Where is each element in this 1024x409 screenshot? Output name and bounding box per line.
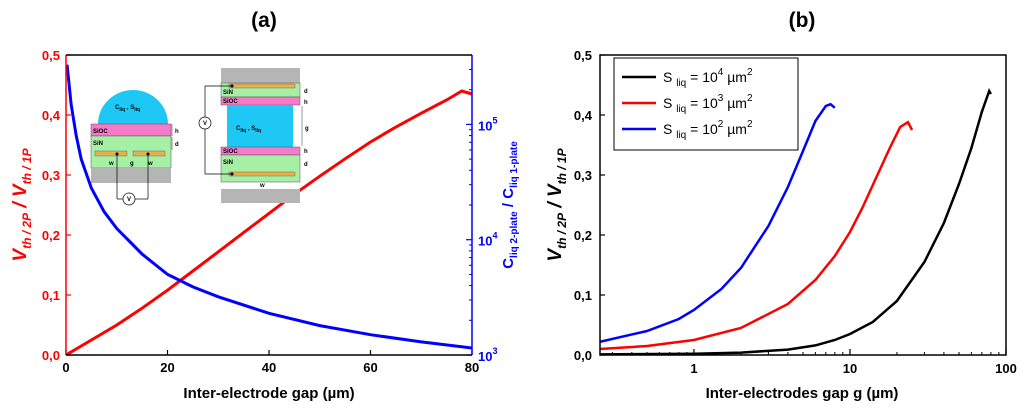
panel-a-label: (a) <box>251 9 277 32</box>
svg-text:h: h <box>304 149 308 155</box>
panel-b-label: (b) <box>789 9 816 32</box>
x-axis-title-b: Inter-electrodes gap g (µm) <box>706 385 899 402</box>
x-tick-label-b: 100 <box>995 361 1017 376</box>
legend-entry: S liq = 104 µm2 <box>663 67 753 89</box>
y-axis-title-b: Vth / 2P / Vth / 1P <box>545 147 569 261</box>
legend-b: S liq = 104 µm2 S liq = 103 µm2 S liq = 10… <box>613 57 799 151</box>
y-tick-label-left-a: 0,3 <box>42 168 60 183</box>
y-tick-label-b: 0,1 <box>574 288 592 303</box>
y-tick-label-b: 0,0 <box>574 348 592 363</box>
legend-entry: S liq = 103 µm2 <box>663 93 753 115</box>
svg-text:SiN: SiN <box>223 90 233 96</box>
series-line-2 <box>600 102 836 344</box>
svg-text:SiOC: SiOC <box>223 149 238 155</box>
y-tick-label-b: 0,4 <box>574 108 593 123</box>
svg-text:Cliq , Sliq: Cliq , Sliq <box>236 126 261 134</box>
x-tick-label-a: 20 <box>160 360 174 375</box>
inset-single-plate-schematic: Cliq , Sliq SiOC SiN h d w g w V <box>90 90 179 206</box>
series-line-ratio-vth <box>66 89 472 355</box>
series-line-3 <box>600 120 914 351</box>
series-line-capacitance-ratio <box>66 64 472 350</box>
x-tick-label-b: 1 <box>690 361 697 376</box>
svg-text:Cliq , Sliq: Cliq , Sliq <box>115 105 140 113</box>
svg-text:d: d <box>304 162 308 168</box>
svg-text:SiN: SiN <box>93 141 103 147</box>
svg-text:g: g <box>305 126 309 132</box>
y-tick-label-b: 0,2 <box>574 228 592 243</box>
x-tick-label-a: 0 <box>62 360 69 375</box>
x-tick-label-a: 80 <box>465 360 479 375</box>
plot-frame-b <box>599 54 1007 356</box>
svg-text:w: w <box>147 161 153 167</box>
x-axis-title-a: Inter-electrode gap (µm) <box>183 385 354 402</box>
svg-text:h: h <box>304 100 308 106</box>
y-tick-label-b: 0,5 <box>574 48 592 63</box>
svg-text:SiN: SiN <box>223 160 233 166</box>
svg-text:h: h <box>175 129 179 135</box>
svg-text:V: V <box>127 197 131 203</box>
x-tick-label-b: 10 <box>843 361 857 376</box>
svg-text:w: w <box>259 183 265 189</box>
svg-text:g: g <box>130 161 134 167</box>
y-tick-label-left-a: 0,0 <box>42 348 60 363</box>
y-tick-label-left-a: 0,2 <box>42 228 60 243</box>
y-axis-title-right-a: Cliq 2-plate / Cliq 1-plate <box>500 141 520 269</box>
svg-text:w: w <box>108 161 114 167</box>
y-tick-label-left-a: 0,5 <box>42 48 60 63</box>
y-tick-label-b: 0,3 <box>574 168 592 183</box>
y-axis-title-left-a: Vth / 2P / Vth / 1P <box>10 147 34 261</box>
svg-text:SiOC: SiOC <box>223 99 238 105</box>
panel-b-series <box>600 87 992 355</box>
x-tick-label-a: 60 <box>363 360 377 375</box>
y-tick-label-right-a: 104 <box>478 231 497 249</box>
y-tick-label-left-a: 0,4 <box>42 108 61 123</box>
series-line-4 <box>600 87 992 355</box>
inset-two-plate-schematic: SiN SiOC d h Cliq , Sliq g SiOC SiN h d … <box>198 68 309 203</box>
svg-text:SiOC: SiOC <box>93 129 108 135</box>
y-tick-label-left-a: 0,1 <box>42 288 60 303</box>
y-tick-label-right-a: 103 <box>478 346 497 364</box>
svg-text:V: V <box>203 121 207 127</box>
x-tick-label-a: 40 <box>262 360 276 375</box>
svg-text:d: d <box>175 142 179 148</box>
y-tick-label-right-a: 105 <box>478 115 497 133</box>
legend-entry: S liq = 102 µm2 <box>663 119 753 141</box>
svg-text:d: d <box>304 89 308 95</box>
